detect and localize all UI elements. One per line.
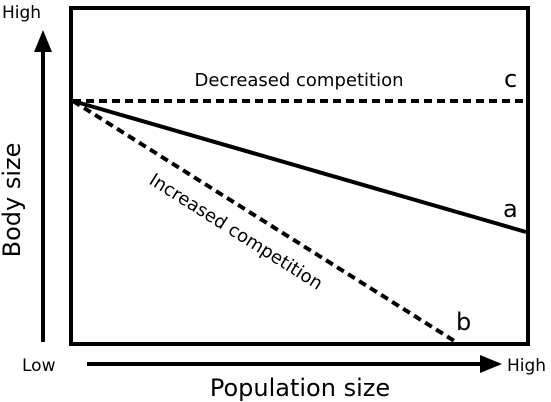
plot-frame bbox=[69, 6, 530, 346]
y-axis-title: Body size bbox=[0, 143, 26, 258]
line-b bbox=[71, 99, 458, 344]
line-c-label: c bbox=[504, 65, 517, 93]
y-axis-high-label: High bbox=[2, 3, 41, 23]
decreased-competition-caption: Decreased competition bbox=[194, 70, 403, 91]
line-a-label: a bbox=[503, 195, 518, 223]
x-axis-arrowhead bbox=[480, 355, 502, 373]
line-a bbox=[72, 99, 527, 234]
y-axis-arrowhead bbox=[34, 30, 52, 52]
increased-competition-caption: Increased competition bbox=[145, 169, 326, 294]
x-axis-high-label: High bbox=[507, 356, 546, 376]
x-axis-title: Population size bbox=[210, 374, 390, 402]
line-b-label: b bbox=[456, 308, 471, 336]
origin-low-label: Low bbox=[22, 356, 56, 376]
